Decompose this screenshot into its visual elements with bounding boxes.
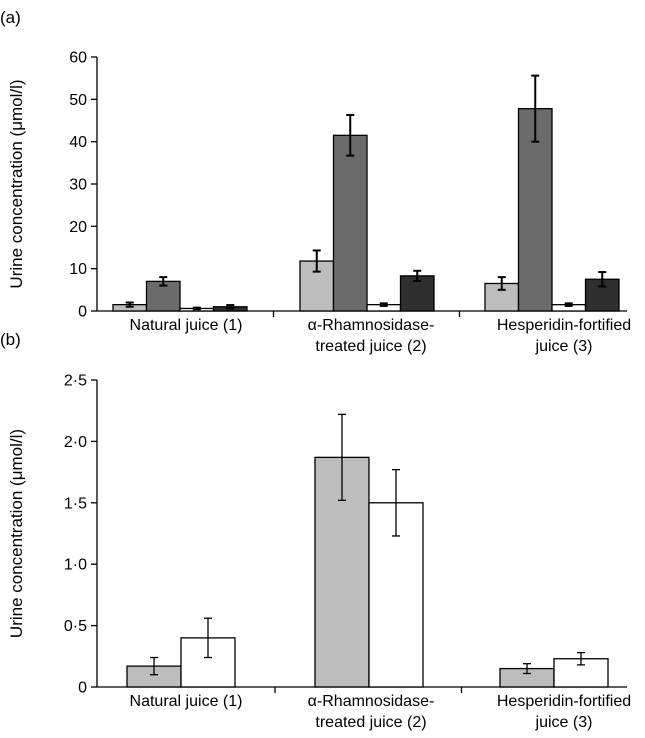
panel-label: (b) — [0, 330, 21, 349]
x-category-label: Natural juice (1) — [130, 693, 243, 710]
panel-a: (a) 0 10 20 30 40 50 60 Urine concentration (μmo… — [0, 8, 631, 355]
panel-b: (b) 0 0·5 1·0 1·5 2·0 2·5 Urine concentration (… — [0, 330, 631, 731]
bar — [332, 134, 368, 312]
y-tick-label: 0 — [78, 680, 87, 697]
x-category-label: juice (3) — [535, 338, 593, 355]
y-tick-label: 30 — [69, 177, 87, 194]
y-tick-label: 20 — [69, 219, 87, 236]
y-tick-label: 40 — [69, 134, 87, 151]
x-category-label: Hesperidin-fortified — [497, 317, 631, 334]
y-axis-label: Urine concentration (μmol/l) — [7, 79, 26, 288]
y-tick-label: 2·0 — [64, 434, 87, 451]
y-tick-label: 0·5 — [64, 618, 87, 635]
y-tick-label: 1·5 — [64, 495, 87, 512]
x-category-label: Natural juice (1) — [130, 317, 243, 334]
y-tick-label: 0 — [78, 304, 87, 321]
y-axis-label: Urine concentration (μmol/l) — [7, 429, 26, 638]
y-tick-label: 2·5 — [64, 373, 87, 390]
panel-label: (a) — [0, 8, 21, 27]
x-category-label: α-Rhamnosidase- — [308, 693, 435, 710]
y-tick-label: 50 — [69, 92, 87, 109]
x-category-label: treated juice (2) — [315, 338, 426, 355]
y-tick-label: 60 — [69, 50, 87, 67]
x-category-label: treated juice (2) — [315, 714, 426, 731]
x-category-label: α-Rhamnosidase- — [308, 317, 435, 334]
y-tick-label: 10 — [69, 261, 87, 278]
x-category-label: Hesperidin-fortified — [497, 693, 631, 710]
y-tick-label: 1·0 — [64, 557, 87, 574]
x-category-label: juice (3) — [535, 714, 593, 731]
